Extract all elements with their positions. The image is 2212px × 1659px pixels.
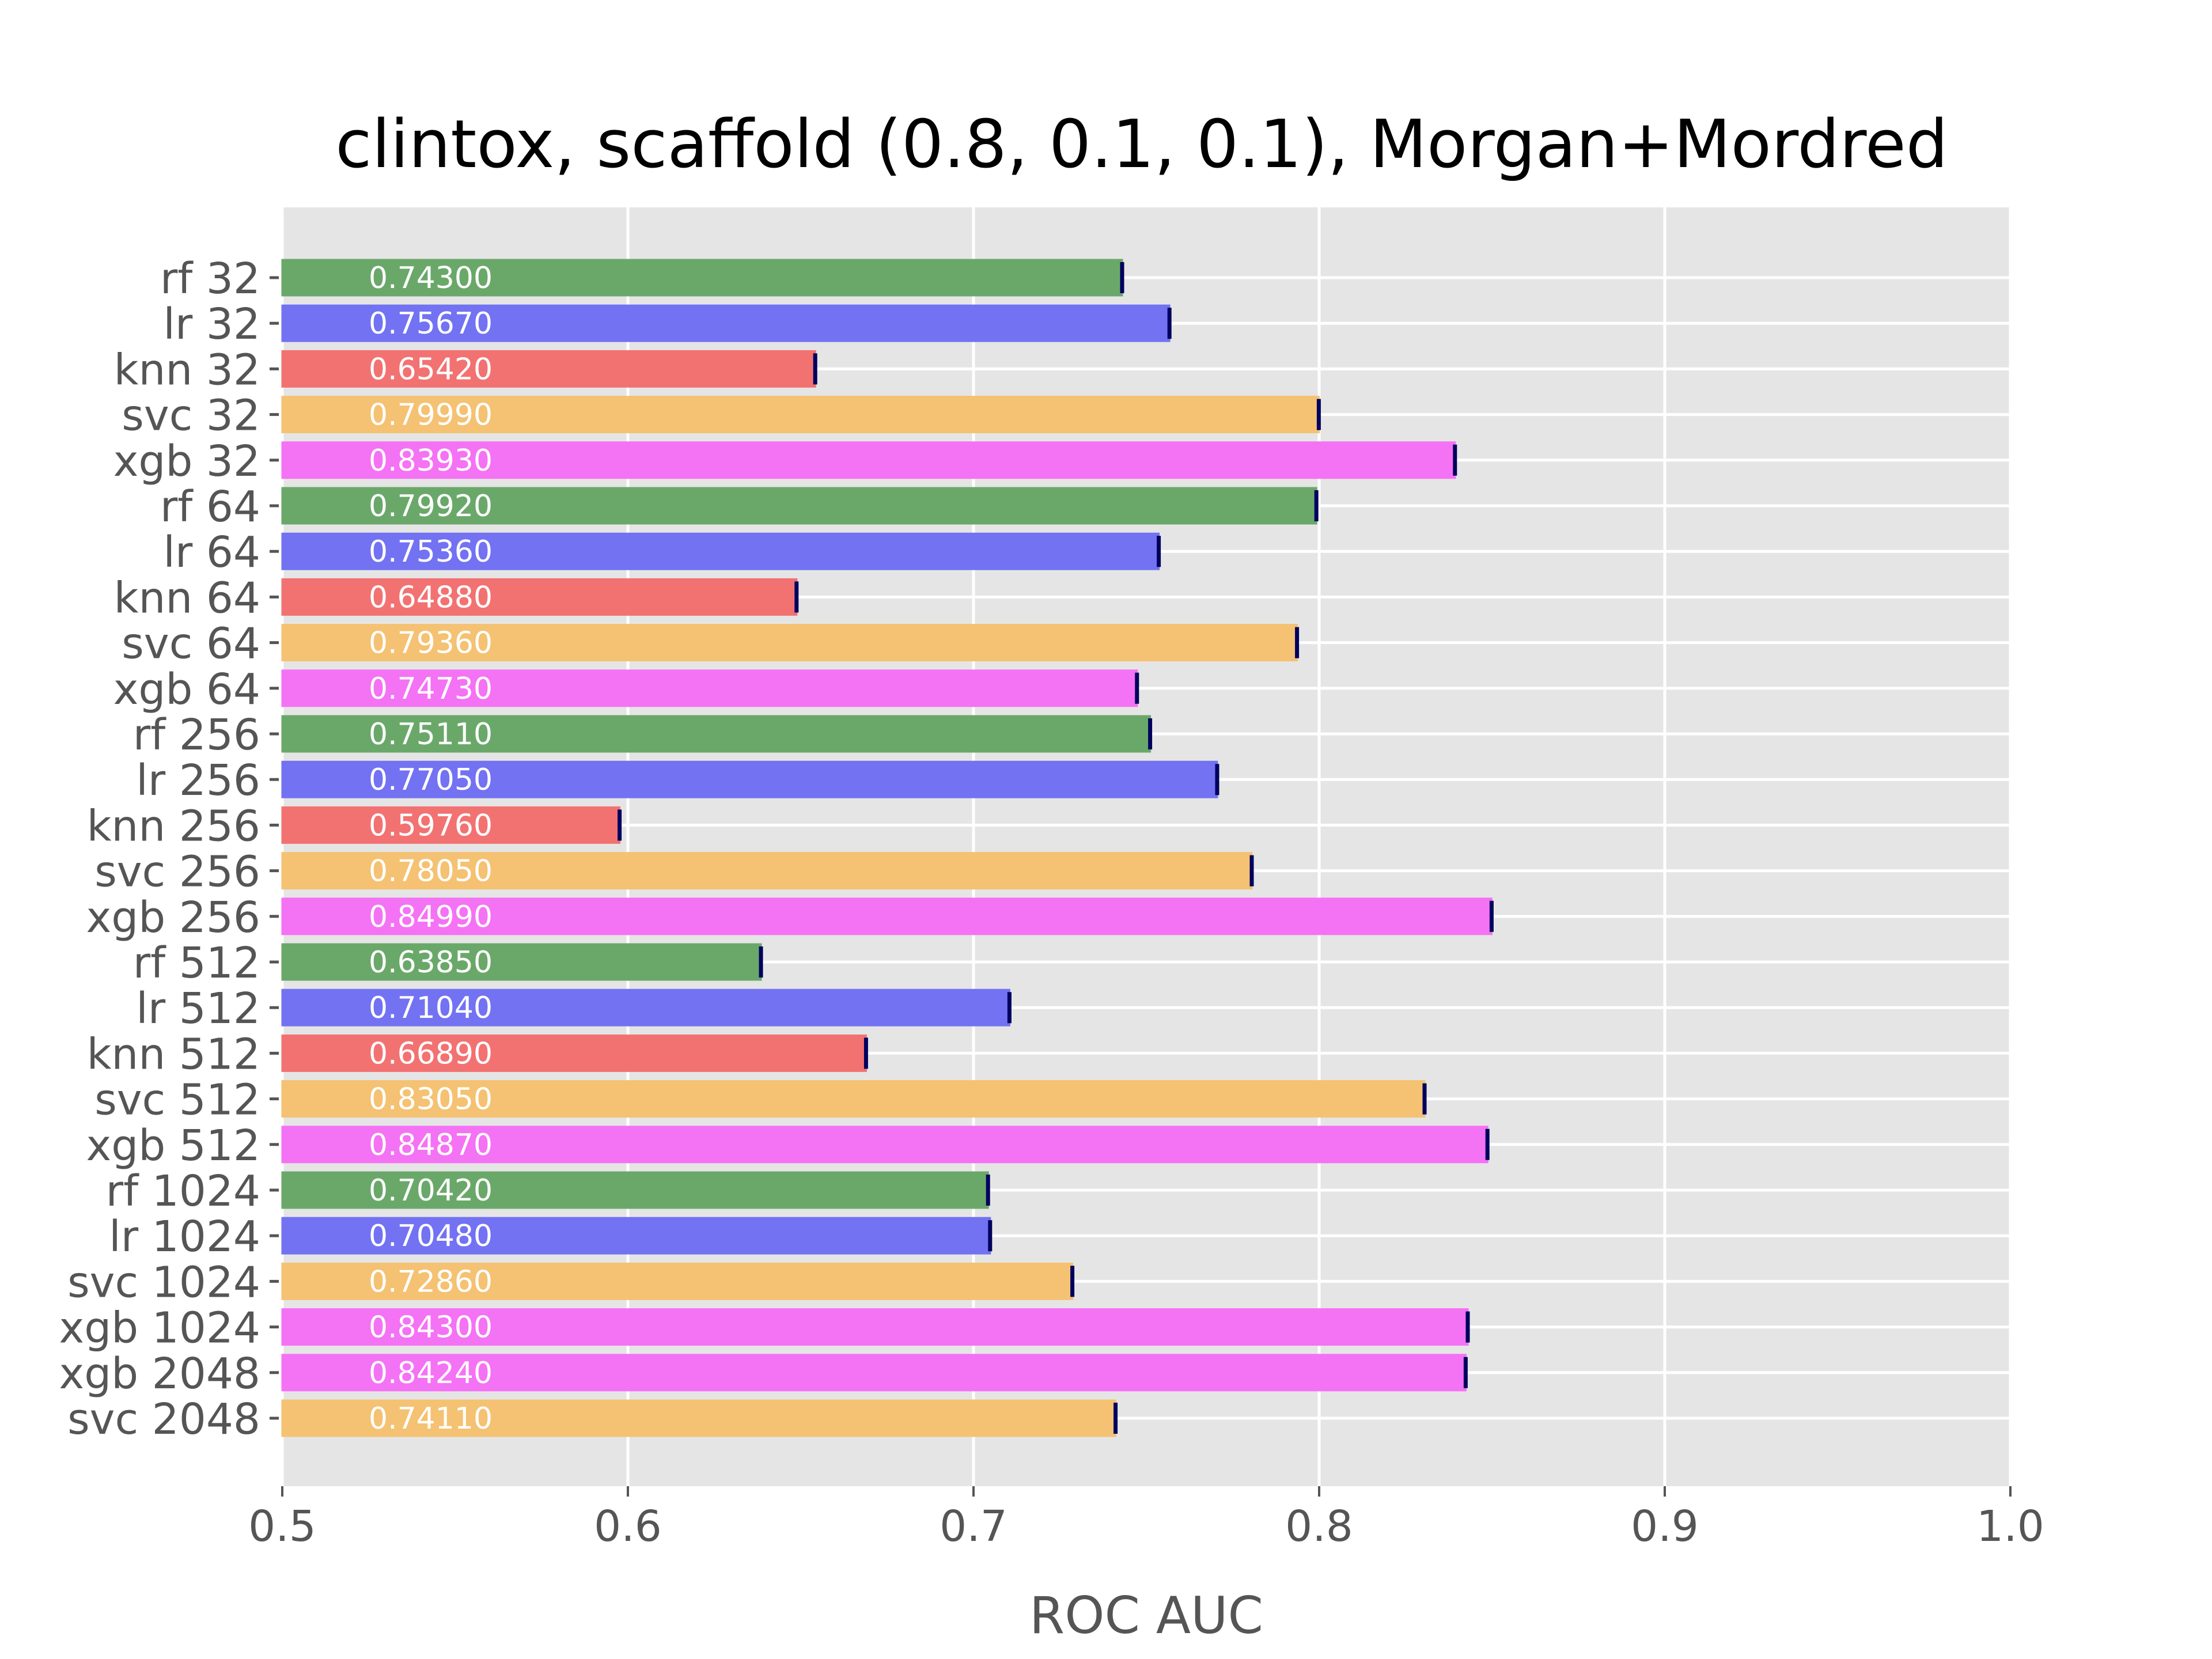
bar-value-label: 0.75110 xyxy=(369,717,493,752)
y-tick-label: rf 512 xyxy=(133,938,260,988)
bar-value-label: 0.59760 xyxy=(369,808,493,843)
bar-value-label: 0.79990 xyxy=(369,398,493,433)
bar-knn-32 xyxy=(281,350,816,388)
y-tick-label: rf 256 xyxy=(133,710,260,760)
y-tick-label: rf 64 xyxy=(160,482,260,532)
bar-xgb-1024 xyxy=(281,1308,1469,1346)
x-tick-label-1: 0.6 xyxy=(594,1502,662,1551)
y-tick-label: lr 32 xyxy=(163,300,260,349)
bar-value-label: 0.79360 xyxy=(369,626,493,661)
bar-rf-512 xyxy=(281,943,762,981)
y-tick-label: svc 2048 xyxy=(67,1395,260,1444)
bar-value-label: 0.65420 xyxy=(369,352,493,387)
bar-value-label: 0.83930 xyxy=(369,444,493,478)
bar-value-label: 0.74300 xyxy=(369,261,493,296)
bar-svc-32 xyxy=(281,396,1320,434)
bar-rf-32 xyxy=(281,259,1123,297)
y-tick-label: rf 1024 xyxy=(106,1166,260,1216)
y-tick-label: svc 64 xyxy=(122,619,260,669)
bar-knn-64 xyxy=(281,578,798,616)
bar-value-label: 0.77050 xyxy=(369,763,493,797)
bar-svc-64 xyxy=(281,624,1298,662)
bar-xgb-256 xyxy=(281,897,1493,935)
y-tick-label: xgb 512 xyxy=(86,1121,260,1171)
bar-value-label: 0.84240 xyxy=(369,1356,493,1391)
bar-value-label: 0.70480 xyxy=(369,1219,493,1253)
y-tick-label: knn 512 xyxy=(87,1029,260,1079)
y-tick-label: lr 256 xyxy=(136,756,260,805)
y-tick-label: knn 64 xyxy=(114,573,260,623)
y-tick-label: svc 512 xyxy=(94,1075,260,1125)
y-tick-label: xgb 32 xyxy=(113,437,260,486)
bar-value-label: 0.72860 xyxy=(369,1264,493,1299)
y-tick-label: svc 1024 xyxy=(67,1257,260,1307)
y-tick-label: lr 64 xyxy=(163,528,260,577)
bar-xgb-2048 xyxy=(281,1354,1467,1392)
y-tick-label: svc 256 xyxy=(94,847,260,897)
y-tick-label: knn 32 xyxy=(114,345,260,395)
y-tick-label: xgb 64 xyxy=(113,665,260,714)
bar-xgb-32 xyxy=(281,441,1456,479)
bar-svc-512 xyxy=(281,1080,1426,1118)
bar-rf-64 xyxy=(281,487,1317,525)
y-tick-label: xgb 1024 xyxy=(59,1304,260,1353)
bar-lr-512 xyxy=(281,988,1010,1027)
x-tick-label-2: 0.7 xyxy=(940,1502,1007,1551)
bar-value-label: 0.84870 xyxy=(369,1128,493,1162)
x-tick-label-3: 0.8 xyxy=(1285,1502,1353,1551)
x-axis: 0.5 0.6 0.7 0.8 0.9 1.0 xyxy=(248,1486,2044,1551)
bar-value-label: 0.84300 xyxy=(369,1310,493,1345)
chart-title: clintox, scaffold (0.8, 0.1, 0.1), Morga… xyxy=(335,106,1948,183)
y-tick-label: lr 1024 xyxy=(109,1212,260,1262)
bars: 0.74300 0.75670 0.65420 0.79990 0.83930 0.799… xyxy=(281,259,1494,1437)
bar-lr-256 xyxy=(281,760,1218,798)
bar-value-label: 0.79920 xyxy=(369,489,493,524)
y-tick-label: knn 256 xyxy=(87,801,260,851)
x-axis-label: ROC AUC xyxy=(1029,1586,1263,1645)
bar-svc-1024 xyxy=(281,1262,1074,1300)
bar-value-label: 0.78050 xyxy=(369,854,493,889)
x-tick-label-0: 0.5 xyxy=(248,1502,316,1551)
x-tick-label-5: 1.0 xyxy=(1976,1502,2044,1551)
x-tick-label-4: 0.9 xyxy=(1631,1502,1699,1551)
y-tick-label: xgb 256 xyxy=(86,893,260,942)
bar-value-label: 0.84990 xyxy=(369,900,493,934)
y-tick-label: svc 32 xyxy=(122,391,260,441)
bar-value-label: 0.75360 xyxy=(369,535,493,569)
bar-value-label: 0.63850 xyxy=(369,945,493,980)
y-tick-label: xgb 2048 xyxy=(59,1349,260,1399)
bar-value-label: 0.70420 xyxy=(369,1173,493,1208)
y-tick-label: rf 32 xyxy=(160,254,260,304)
bar-rf-256 xyxy=(281,715,1152,753)
y-tick-label: lr 512 xyxy=(136,984,260,1033)
bar-svc-256 xyxy=(281,852,1253,890)
bar-value-label: 0.74110 xyxy=(369,1402,493,1436)
bar-value-label: 0.83050 xyxy=(369,1082,493,1117)
bar-value-label: 0.66890 xyxy=(369,1036,493,1071)
bar-value-label: 0.71040 xyxy=(369,991,493,1025)
bar-value-label: 0.74730 xyxy=(369,672,493,706)
bar-value-label: 0.75670 xyxy=(369,306,493,341)
bar-value-label: 0.64880 xyxy=(369,580,493,615)
bar-lr-64 xyxy=(281,532,1160,570)
